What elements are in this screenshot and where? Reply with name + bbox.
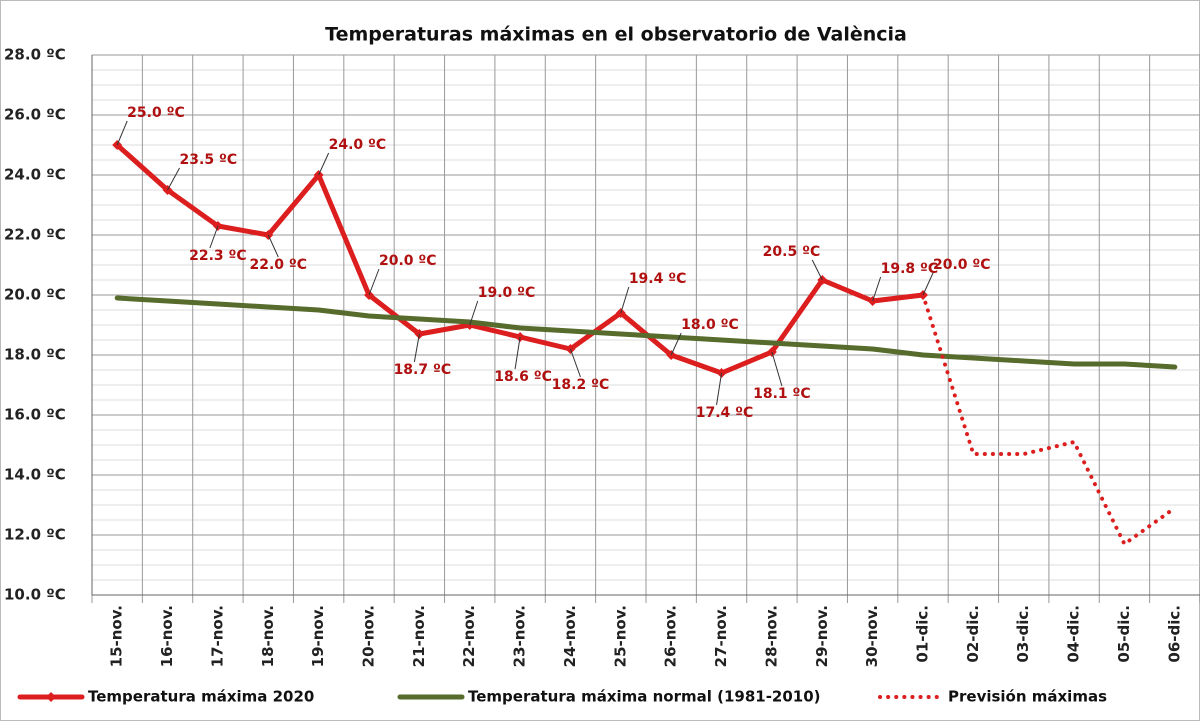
chart-title: Temperaturas máximas en el observatorio … — [325, 24, 907, 46]
value-label: 24.0 ºC — [329, 137, 387, 153]
value-label: 17.4 ºC — [696, 405, 754, 421]
leader-line — [922, 272, 934, 296]
x-tick-label: 21-nov. — [410, 605, 428, 667]
value-label: 18.7 ºC — [394, 362, 452, 378]
legend-label: Previsión máximas — [948, 688, 1107, 706]
x-tick-label: 20-nov. — [360, 605, 378, 667]
leader-line — [318, 152, 330, 176]
x-tick-label: 04-dic. — [1065, 605, 1083, 663]
value-label: 18.6 ºC — [494, 369, 552, 385]
leader-line — [620, 286, 630, 314]
value-label: 18.0 ºC — [681, 317, 739, 333]
y-tick-label: 22.0 ºC — [4, 226, 66, 244]
value-label: 25.0 ºC — [127, 105, 185, 121]
value-label: 22.0 ºC — [249, 257, 307, 273]
leader-line — [368, 268, 380, 296]
leader-line — [209, 225, 219, 249]
value-label: 20.0 ºC — [379, 253, 437, 269]
leader-line — [514, 336, 521, 370]
leader-line — [167, 167, 180, 191]
series-line — [114, 295, 1178, 370]
x-tick-label: 15-nov. — [108, 605, 126, 667]
y-tick-label: 10.0 ºC — [4, 586, 66, 604]
leader-line — [469, 300, 479, 326]
x-tick-label: 03-dic. — [1014, 605, 1032, 663]
legend-marker — [46, 692, 56, 702]
forecast-line — [921, 293, 1177, 546]
value-label: 19.8 ºC — [881, 261, 939, 277]
leader-line — [872, 276, 882, 302]
value-label: 18.2 ºC — [552, 377, 610, 393]
y-tick-label: 12.0 ºC — [4, 526, 66, 544]
leader-line — [670, 332, 682, 356]
leader-line — [811, 259, 823, 281]
x-tick-label: 23-nov. — [511, 605, 529, 667]
x-tick-label: 02-dic. — [964, 605, 982, 663]
x-tick-label: 27-nov. — [712, 605, 730, 667]
leader-line — [116, 120, 128, 146]
y-tick-label: 26.0 ºC — [4, 106, 66, 124]
x-tick-label: 01-dic. — [914, 605, 932, 663]
y-tick-label: 20.0 ºC — [4, 286, 66, 304]
x-tick-label: 26-nov. — [662, 605, 680, 667]
legend-label: Temperatura máxima 2020 — [88, 688, 314, 706]
value-label: 19.0 ºC — [478, 285, 536, 301]
leader-line — [716, 372, 723, 406]
x-tick-label: 22-nov. — [460, 605, 478, 667]
x-tick-label: 24-nov. — [561, 605, 579, 667]
value-label: 19.4 ºC — [629, 271, 687, 287]
x-tick-label: 17-nov. — [208, 605, 226, 667]
leader-line — [267, 234, 279, 258]
x-tick-label: 19-nov. — [309, 605, 327, 667]
y-tick-label: 24.0 ºC — [4, 166, 66, 184]
x-tick-label: 29-nov. — [813, 605, 831, 667]
x-tick-label: 30-nov. — [863, 605, 881, 667]
x-tick-label: 25-nov. — [611, 605, 629, 667]
x-tick-label: 18-nov. — [259, 605, 277, 667]
y-tick-label: 18.0 ºC — [4, 346, 66, 364]
legend-label: Temperatura máxima normal (1981-2010) — [468, 688, 821, 706]
value-label: 23.5 ºC — [180, 152, 238, 168]
value-label: 18.1 ºC — [753, 386, 811, 402]
leader-line — [413, 333, 420, 363]
leader-line — [569, 348, 581, 378]
value-label: 20.0 ºC — [933, 257, 991, 273]
y-tick-label: 14.0 ºC — [4, 466, 66, 484]
leader-line — [771, 351, 783, 387]
value-label: 22.3 ºC — [189, 248, 247, 264]
y-tick-label: 28.0 ºC — [4, 46, 66, 64]
x-tick-label: 16-nov. — [158, 605, 176, 667]
x-tick-label: 05-dic. — [1115, 605, 1133, 663]
value-label: 20.5 ºC — [763, 244, 821, 260]
y-tick-label: 16.0 ºC — [4, 406, 66, 424]
x-tick-label: 28-nov. — [762, 605, 780, 667]
x-tick-label: 06-dic. — [1165, 605, 1183, 663]
